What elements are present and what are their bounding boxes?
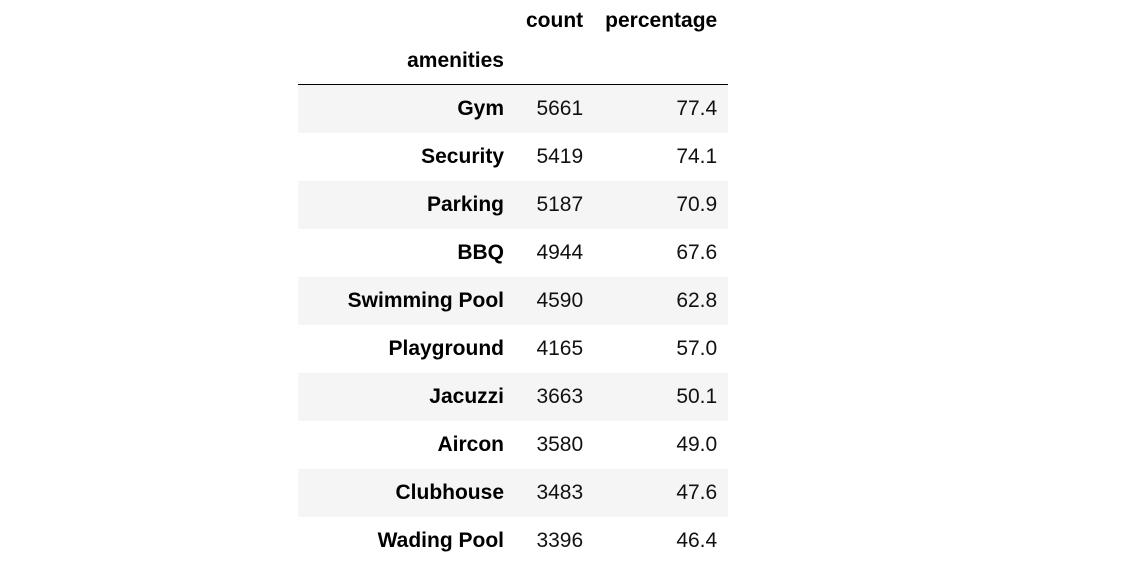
percentage-cell: 50.1 xyxy=(676,384,718,408)
row-label: Parking xyxy=(426,192,504,216)
row-label: Wading Pool xyxy=(377,528,504,552)
row-label: BBQ xyxy=(457,240,504,264)
count-cell: 3396 xyxy=(536,528,584,552)
count-cell: 4165 xyxy=(536,336,584,360)
percentage-cell: 67.6 xyxy=(676,240,718,264)
percentage-cell: 49.0 xyxy=(676,432,718,456)
count-cell: 3580 xyxy=(536,432,584,456)
row-label: Swimming Pool xyxy=(347,288,504,312)
percentage-cell: 77.4 xyxy=(676,96,718,120)
header-blank-cell xyxy=(298,0,515,37)
table-row: Parking 5187 70.9 xyxy=(298,180,729,229)
table-row: Security 5419 74.1 xyxy=(298,133,728,181)
table-row: Aircon 3580 49.0 xyxy=(298,421,728,469)
column-header-percentage: percentage xyxy=(605,9,718,32)
table-row: Gym 5661 77.4 xyxy=(298,84,729,133)
table-row: Wading Pool 3396 46.4 xyxy=(298,517,728,565)
row-label: Security xyxy=(421,144,504,168)
count-cell: 4944 xyxy=(536,240,584,264)
row-label: Clubhouse xyxy=(395,480,505,504)
percentage-cell: 62.8 xyxy=(676,288,718,312)
percentage-cell: 46.4 xyxy=(676,528,718,552)
table-row: BBQ 4944 67.6 xyxy=(298,229,728,277)
table-row: Jacuzzi 3663 50.1 xyxy=(298,372,729,421)
table-row: Playground 4165 57.0 xyxy=(298,325,728,373)
amenities-dataframe-table: count percentage amenities Gym 5661 77.4 Se… xyxy=(298,0,729,565)
count-cell: 5187 xyxy=(536,192,584,216)
column-header-count: count xyxy=(526,9,584,32)
index-name-row: amenities xyxy=(298,37,729,85)
count-cell: 3663 xyxy=(536,384,584,408)
table-body: Gym 5661 77.4 Security 5419 74.1 Parking 5187 70… xyxy=(298,84,729,565)
index-name-blank-cell xyxy=(594,37,729,85)
count-cell: 4590 xyxy=(536,288,584,312)
table-row: Clubhouse 3483 47.6 xyxy=(298,468,729,517)
index-name-blank-cell xyxy=(515,37,595,85)
row-label: Aircon xyxy=(437,432,504,456)
row-label: Playground xyxy=(388,336,504,360)
percentage-cell: 70.9 xyxy=(676,192,718,216)
count-cell: 5661 xyxy=(536,96,584,120)
table-header: count percentage amenities xyxy=(298,0,729,85)
percentage-cell: 74.1 xyxy=(676,144,718,168)
index-name-header: amenities xyxy=(298,37,515,85)
row-label: Gym xyxy=(457,96,504,120)
percentage-cell: 47.6 xyxy=(676,480,718,504)
column-header-row: count percentage xyxy=(298,0,728,37)
count-cell: 5419 xyxy=(536,144,584,168)
percentage-cell: 57.0 xyxy=(676,336,718,360)
count-cell: 3483 xyxy=(536,480,584,504)
table-row: Swimming Pool 4590 62.8 xyxy=(298,276,729,325)
row-label: Jacuzzi xyxy=(429,384,504,408)
